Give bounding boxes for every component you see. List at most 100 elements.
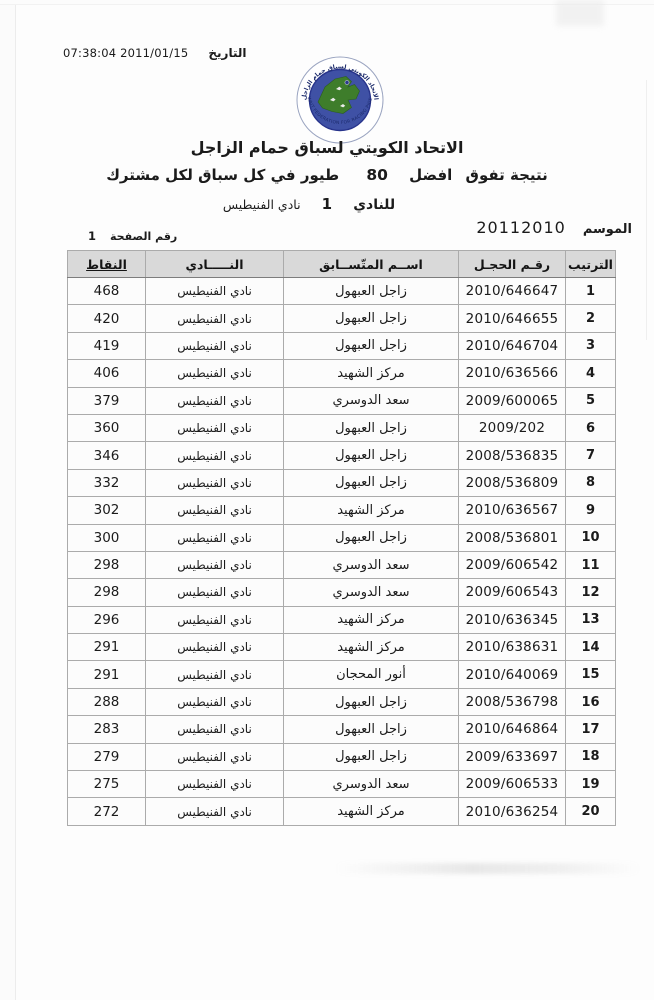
club-cell: نادي الفنيطيس [145, 770, 284, 799]
ring-cell: 2010/636567 [458, 496, 566, 525]
ring-cell: 2008/536801 [458, 523, 566, 552]
rank-cell: 10 [565, 523, 616, 552]
ring-cell: 2008/536798 [458, 687, 566, 717]
ring-cell: 2009/606533 [458, 770, 566, 799]
points-cell: 419 [67, 331, 146, 361]
rank-cell: 20 [565, 797, 616, 826]
rank-cell: 2 [565, 304, 616, 333]
season-label: الموسم [582, 222, 632, 237]
date-label: التاريخ [208, 46, 247, 60]
ring-cell: 2010/640069 [458, 660, 566, 689]
club-cell: نادي الفنيطيس [145, 660, 284, 689]
name-cell: سعد الدوسري [283, 578, 459, 607]
rank-cell: 16 [565, 687, 616, 717]
rank-cell: 15 [565, 660, 616, 689]
scan-smudge-bottom [335, 863, 640, 874]
competitor-name-header: اســم المتّســابق [283, 250, 459, 278]
points-cell: 302 [67, 496, 146, 525]
page-number-value: 1 [88, 229, 97, 243]
date-value: 07:38:04 2011/01/15 [63, 46, 189, 60]
name-cell: زاجل العبهول [283, 413, 459, 443]
name-cell: زاجل العبهول [283, 742, 459, 772]
club-line: للنادي 1 نادي الفنيطيس [0, 194, 636, 213]
club-cell: نادي الفنيطيس [145, 496, 284, 525]
table-row: 8 2008/536809 زاجل العبهول نادي الفنيطيس 332 [67, 468, 616, 498]
club-cell: نادي الفنيطيس [145, 386, 284, 415]
club-cell: نادي الفنيطيس [145, 550, 284, 580]
name-cell: زاجل العبهول [283, 276, 459, 306]
ring-cell: 2010/646655 [458, 304, 566, 333]
ring-cell: 2009/606543 [458, 578, 566, 607]
points-cell: 468 [67, 276, 146, 306]
name-cell: زاجل العبهول [283, 468, 459, 498]
table-row: 6 2009/202 زاجل العبهول نادي الفنيطيس 360 [67, 413, 616, 443]
points-cell: 332 [67, 468, 146, 498]
ring-cell: 2009/606542 [458, 550, 566, 580]
club-header: النـــــادي [145, 250, 284, 278]
club-cell: نادي الفنيطيس [145, 523, 284, 552]
club-cell: نادي الفنيطيس [145, 468, 284, 498]
table-row: 2 2010/646655 زاجل العبهول نادي الفنيطيس 420 [67, 304, 616, 333]
club-line-number: 1 [321, 195, 333, 213]
subtitle-part3: طيور في كل سباق لكل مشترك [106, 166, 340, 184]
club-line-label: للنادي [353, 197, 396, 213]
rank-header: الترتيب [565, 250, 616, 278]
table-row: 19 2009/606533 سعد الدوسري نادي الفنيطيس 275 [67, 770, 616, 799]
points-cell: 283 [67, 715, 146, 744]
ring-cell: 2009/600065 [458, 386, 566, 415]
ring-cell: 2010/636345 [458, 605, 566, 635]
table-row: 18 2009/633697 زاجل العبهول نادي الفنيطيس 27… [67, 742, 616, 772]
page-title: الاتحاد الكويتي لسباق حمام الزاجل [190, 138, 464, 157]
table-row: 16 2008/536798 زاجل العبهول نادي الفنيطيس 28… [67, 687, 616, 717]
table-row: 9 2010/636567 مركز الشهيد نادي الفنيطيس 302 [67, 496, 616, 525]
table-row: 11 2009/606542 سعد الدوسري نادي الفنيطيس 298 [67, 550, 616, 580]
name-cell: زاجل العبهول [283, 331, 459, 361]
table-row: 15 2010/640069 أنور المحجان نادي الفنيطيس 29… [67, 660, 616, 689]
rank-cell: 14 [565, 633, 616, 662]
name-cell: مركز الشهيد [283, 496, 459, 525]
name-cell: زاجل العبهول [283, 715, 459, 744]
page-subtitle: نتيجة تفوق افضل 80 طيور في كل سباق لكل م… [0, 166, 654, 184]
subtitle-part1: نتيجة تفوق [465, 166, 548, 184]
club-cell: نادي الفنيطيس [145, 687, 284, 717]
name-cell: سعد الدوسري [283, 550, 459, 580]
subtitle-part2: افضل [409, 166, 453, 184]
points-header: النقاط [67, 250, 146, 278]
rank-cell: 5 [565, 386, 616, 415]
ring-cell: 2009/202 [458, 413, 566, 443]
page-number-label: رقم الصفحة [110, 230, 178, 243]
ring-cell: 2010/646704 [458, 331, 566, 361]
ring-number-header: رقـم الحجـل [458, 250, 566, 278]
ring-cell: 2008/536809 [458, 468, 566, 498]
club-cell: نادي الفنيطيس [145, 715, 284, 744]
club-cell: نادي الفنيطيس [145, 331, 284, 361]
rank-cell: 9 [565, 496, 616, 525]
club-cell: نادي الفنيطيس [145, 359, 284, 388]
points-cell: 360 [67, 413, 146, 443]
points-cell: 298 [67, 550, 146, 580]
table-row: 17 2010/646864 زاجل العبهول نادي الفنيطيس 28… [67, 715, 616, 744]
name-cell: زاجل العبهول [283, 687, 459, 717]
points-cell: 296 [67, 605, 146, 635]
table-row: 14 2010/638631 مركز الشهيد نادي الفنيطيس 291 [67, 633, 616, 662]
table-row: 4 2010/636566 مركز الشهيد نادي الفنيطيس 406 [67, 359, 616, 388]
table-header-row: الترتيب رقـم الحجـل اســم المتّســابق ال… [67, 250, 616, 278]
table-row: 5 2009/600065 سعد الدوسري نادي الفنيطيس 379 [67, 386, 616, 415]
rank-cell: 18 [565, 742, 616, 772]
points-cell: 279 [67, 742, 146, 772]
table-row: 1 2010/646647 زاجل العبهول نادي الفنيطيس 468 [67, 276, 616, 306]
rank-cell: 1 [565, 276, 616, 306]
points-cell: 291 [67, 660, 146, 689]
table-row: 12 2009/606543 سعد الدوسري نادي الفنيطيس 298 [67, 578, 616, 607]
scan-edge-left [0, 0, 16, 1000]
club-line-name: نادي الفنيطيس [222, 197, 301, 212]
name-cell: مركز الشهيد [283, 359, 459, 388]
club-cell: نادي الفنيطيس [145, 441, 284, 470]
name-cell: مركز الشهيد [283, 633, 459, 662]
ring-cell: 2010/636254 [458, 797, 566, 826]
table-row: 13 2010/636345 مركز الشهيد نادي الفنيطيس 296 [67, 605, 616, 635]
name-cell: مركز الشهيد [283, 797, 459, 826]
points-cell: 379 [67, 386, 146, 415]
points-cell: 346 [67, 441, 146, 470]
